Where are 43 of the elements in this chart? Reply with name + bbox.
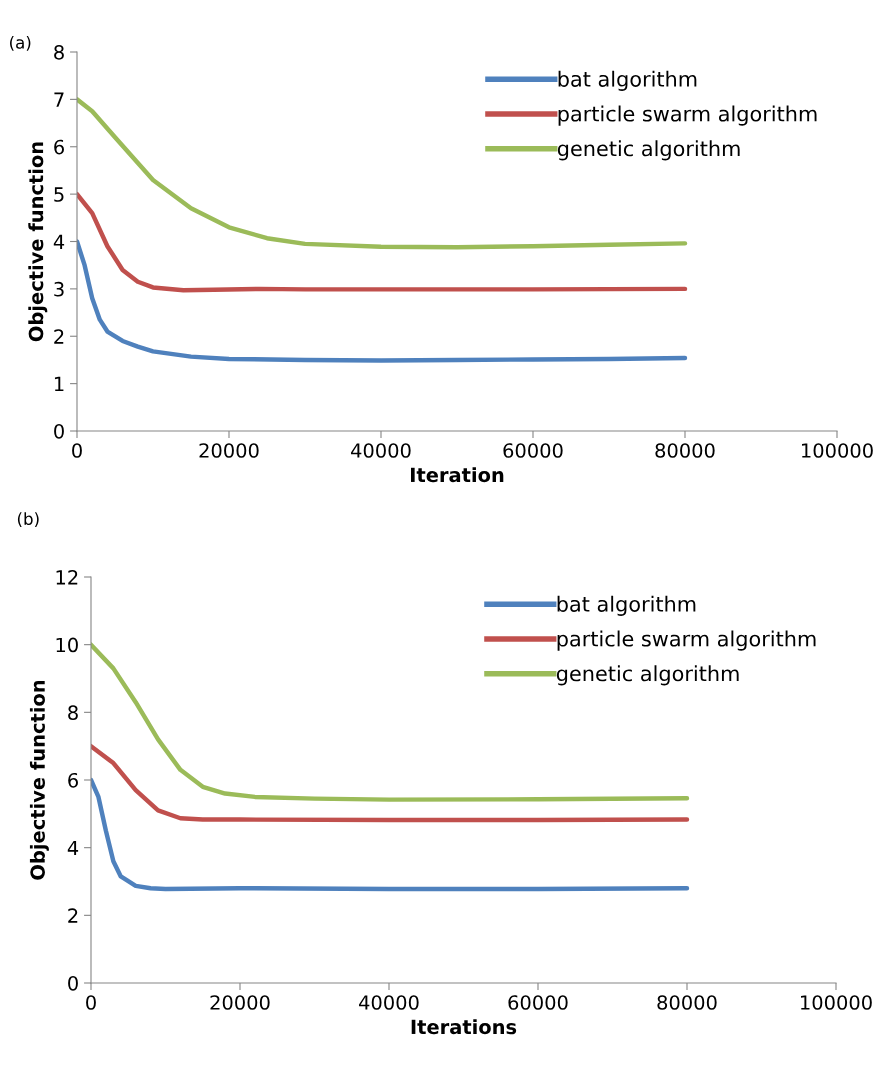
x-tick-label: 20000 — [210, 995, 270, 1010]
x-tick-label: 100000 — [802, 443, 873, 458]
y-tick-label: 5 — [54, 187, 64, 202]
x-tick-label: 60000 — [503, 443, 563, 458]
y-tick-label: 12 — [56, 569, 78, 585]
x-tick-label: 0 — [86, 995, 96, 1010]
x-tick-label: 40000 — [351, 443, 411, 458]
legend-label: genetic algorithm — [556, 665, 739, 686]
legend-label: particle swarm algorithm — [558, 105, 817, 126]
y-tick-label: 2 — [54, 329, 64, 344]
legend-label: genetic algorithm — [557, 140, 740, 161]
legend-label: bat algorithm — [558, 70, 697, 91]
line-series — [91, 777, 690, 892]
line-series — [77, 239, 688, 363]
chart-title: (a) — [10, 35, 31, 51]
x-tick-label: 40000 — [359, 995, 419, 1010]
y-tick-label: 10 — [56, 637, 78, 653]
chart-title: (b) — [17, 512, 39, 528]
y-tick-label: 8 — [68, 705, 78, 720]
y-tick-label: 8 — [54, 44, 64, 60]
x-axis-title: Iterations — [411, 1019, 517, 1035]
y-tick-label: 0 — [68, 975, 78, 991]
y-tick-label: 0 — [54, 423, 64, 439]
x-tick-label: 60000 — [508, 995, 568, 1010]
x-tick-label: 100000 — [801, 995, 872, 1010]
y-tick-label: 7 — [54, 92, 64, 107]
y-tick-label: 6 — [68, 772, 78, 788]
y-tick-label: 4 — [67, 840, 79, 856]
y-axis-title: Objective function — [29, 680, 49, 880]
y-tick-label: 2 — [68, 908, 78, 923]
y-tick-label: 3 — [54, 281, 64, 297]
legend-label: particle swarm algorithm — [557, 630, 816, 651]
x-axis-title: Iteration — [410, 467, 504, 483]
x-tick-label: 80000 — [657, 995, 717, 1010]
x-tick-label: 80000 — [655, 443, 715, 458]
line-series — [77, 191, 688, 293]
y-tick-label: 4 — [53, 234, 65, 249]
x-tick-label: 20000 — [199, 443, 259, 458]
y-tick-label: 1 — [54, 376, 64, 392]
legend-label: bat algorithm — [557, 595, 696, 616]
line-series — [91, 743, 690, 823]
y-axis-title: Objective function — [28, 142, 48, 342]
y-tick-label: 6 — [54, 139, 64, 155]
